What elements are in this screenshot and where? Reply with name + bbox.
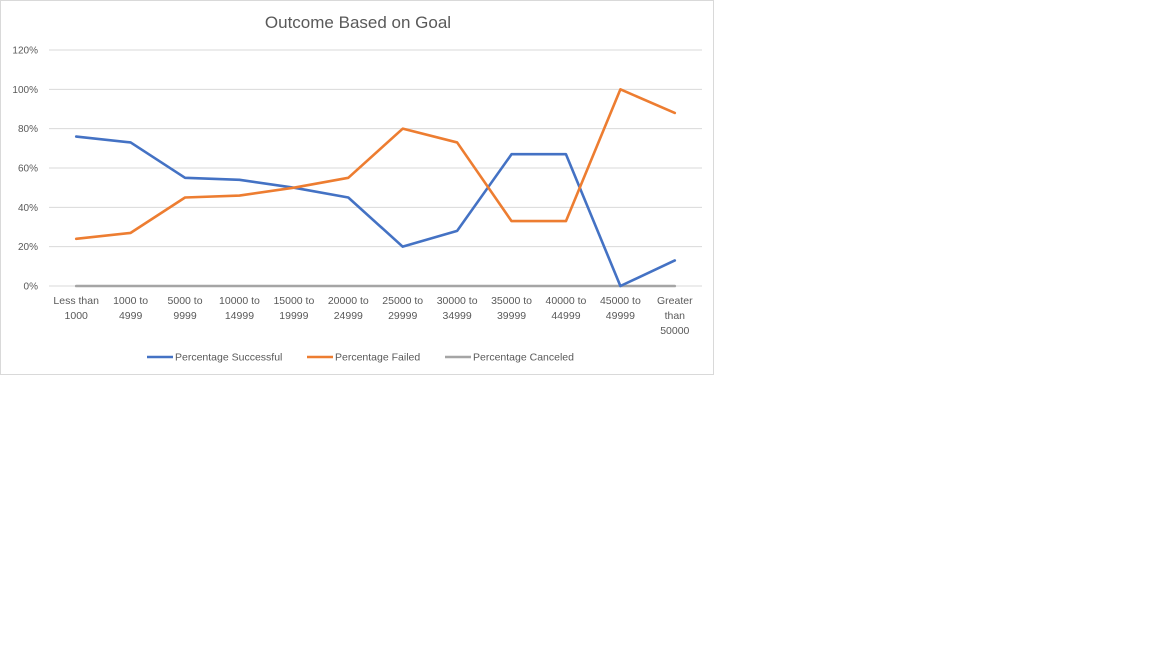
chart-frame: Outcome Based on Goal 0% 20% 40% 60% 80% 100%… xyxy=(0,0,714,375)
x-tick-label: 10000 to 14999 xyxy=(219,295,260,322)
x-tick-label: 20000 to 24999 xyxy=(328,295,369,322)
y-tick-label: 40% xyxy=(18,203,38,214)
y-tick-label: 0% xyxy=(24,282,39,293)
legend-label: Percentage Canceled xyxy=(473,352,574,364)
x-tick-label: Less than 1000 xyxy=(53,295,99,322)
series-line-2 xyxy=(74,88,677,241)
y-tick-label: 100% xyxy=(12,85,38,96)
x-tick-label: 40000 to 44999 xyxy=(546,295,587,322)
line-chart: 0% 20% 40% 60% 80% 100% 120% Less than 1000 1000… xyxy=(12,46,702,364)
legend-label: Percentage Successful xyxy=(175,352,282,364)
y-tick-label: 120% xyxy=(12,46,38,57)
y-tick-label: 20% xyxy=(18,242,38,253)
x-tick-label: 25000 to 29999 xyxy=(382,295,423,322)
y-tick-label: 60% xyxy=(18,164,38,175)
series-lines xyxy=(74,88,677,288)
series-line-1 xyxy=(74,135,677,288)
x-tick-label: 5000 to 9999 xyxy=(168,295,203,322)
y-tick-label: 80% xyxy=(18,124,38,135)
chart-title: Outcome Based on Goal xyxy=(264,13,452,32)
legend: Percentage Successful Percentage Failed Pe… xyxy=(147,352,574,364)
gridlines xyxy=(49,49,702,287)
x-tick-label: 15000 to 19999 xyxy=(273,295,314,322)
x-axis-ticks: Less than 1000 1000 to 4999 5000 to 9999 10000… xyxy=(53,295,693,337)
legend-label: Percentage Failed xyxy=(335,352,420,364)
x-tick-label: 1000 to 4999 xyxy=(113,295,148,322)
y-axis-ticks: 0% 20% 40% 60% 80% 100% 120% xyxy=(12,46,38,293)
x-tick-label: 30000 to 34999 xyxy=(437,295,478,322)
x-tick-label: 45000 to 49999 xyxy=(600,295,641,322)
x-tick-label: Greater than 50000 xyxy=(657,295,693,337)
x-tick-label: 35000 to 39999 xyxy=(491,295,532,322)
